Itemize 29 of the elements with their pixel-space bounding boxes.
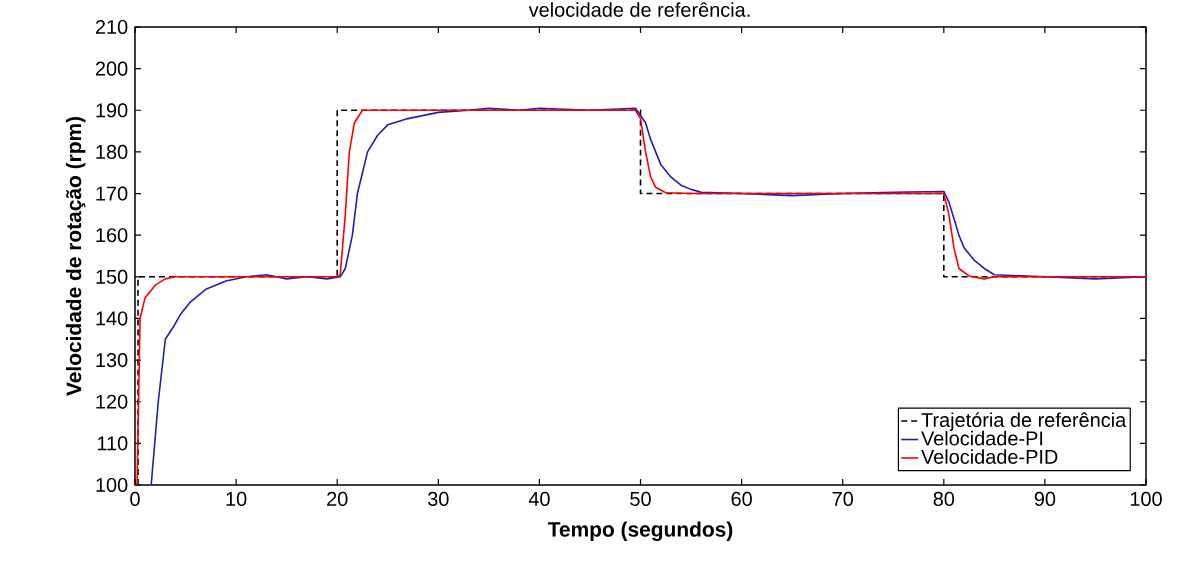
y-tick-label: 150 [96, 269, 128, 284]
y-tick-label: 180 [96, 144, 128, 159]
y-tick-label: 100 [96, 477, 128, 493]
x-tick-label: 70 [832, 491, 853, 506]
y-tick-label: 190 [96, 103, 128, 118]
y-tick-label: 140 [96, 311, 128, 326]
y-tick-label: 210 [95, 19, 128, 35]
x-tick-label: 10 [226, 491, 247, 506]
x-tick-label: 50 [630, 491, 651, 506]
x-tick-label: 80 [933, 491, 955, 506]
y-tick-label: 170 [96, 186, 128, 201]
x-tick-label: 90 [1034, 491, 1056, 506]
legend-label: Velocidade-PI [921, 430, 1043, 446]
x-tick-label: 30 [427, 491, 449, 506]
x-tick-label: 40 [528, 491, 550, 506]
x-tick-label: 0 [130, 491, 140, 506]
legend-label: Trajetória de referência [921, 412, 1127, 431]
x-tick-label: 60 [731, 491, 752, 506]
x-tick-label: 100 [1130, 491, 1162, 506]
chart-title: velocidade de referência. [528, 2, 750, 17]
y-tick-label: 110 [97, 436, 128, 451]
x-tick-label: 20 [327, 491, 348, 506]
y-tick-label: 130 [96, 353, 128, 368]
y-tick-label: 120 [96, 394, 128, 409]
y-tick-label: 160 [96, 228, 128, 243]
legend-label: Velocidade-PID [921, 449, 1058, 464]
y-tick-label: 200 [95, 61, 128, 76]
y-axis-title: Velocidade de rotação (rpm) [65, 116, 86, 396]
x-axis-title: Tempo (segundos) [547, 521, 733, 542]
